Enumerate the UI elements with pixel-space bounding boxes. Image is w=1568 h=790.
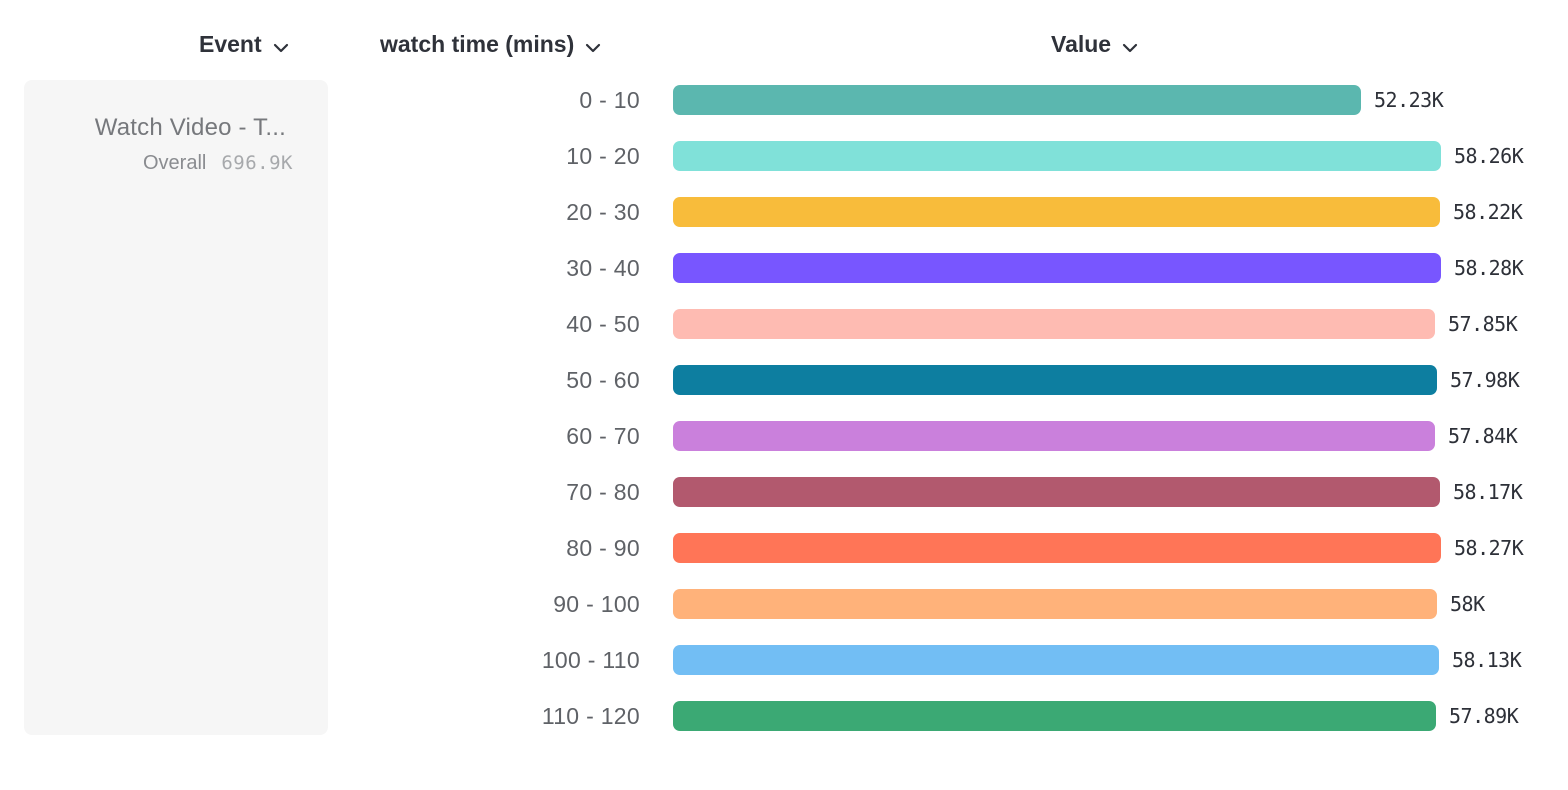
bar-track: 58.27K xyxy=(673,533,1524,563)
category-label: 20 - 30 xyxy=(566,198,640,225)
bar-value-label: 57.85K xyxy=(1448,312,1518,336)
bar-track: 58.17K xyxy=(673,477,1523,507)
event-overall-row: Overall 696.9K xyxy=(44,152,293,175)
category-label: 80 - 90 xyxy=(566,534,640,561)
bar-value-label: 58.26K xyxy=(1454,144,1524,168)
bar-segment[interactable] xyxy=(673,309,1435,339)
bar-row: 90 - 100 58K xyxy=(0,576,1568,632)
bar-value-label: 57.98K xyxy=(1450,368,1520,392)
category-label: 100 - 110 xyxy=(541,646,640,673)
event-column-dropdown[interactable]: Event xyxy=(199,29,289,59)
bar-segment[interactable] xyxy=(673,85,1361,115)
chevron-down-icon xyxy=(273,32,289,59)
bar-value-label: 58.27K xyxy=(1454,536,1524,560)
bar-segment[interactable] xyxy=(673,421,1435,451)
event-column-label: Event xyxy=(199,30,262,57)
value-column-label: Value xyxy=(1051,30,1112,57)
bar-track: 58.13K xyxy=(673,645,1522,675)
bar-track: 52.23K xyxy=(673,85,1444,115)
bar-row: 70 - 80 58.17K xyxy=(0,464,1568,520)
breakdown-column-dropdown[interactable]: watch time (mins) xyxy=(380,29,601,59)
category-label: 30 - 40 xyxy=(566,254,640,281)
category-label: 70 - 80 xyxy=(566,478,640,505)
category-label: 110 - 120 xyxy=(541,702,640,729)
bar-track: 58.26K xyxy=(673,141,1524,171)
category-label: 50 - 60 xyxy=(566,366,640,393)
bar-track: 57.98K xyxy=(673,365,1520,395)
bar-row: 0 - 10 52.23K xyxy=(0,72,1568,128)
category-label: 0 - 10 xyxy=(579,86,640,113)
category-label: 10 - 20 xyxy=(566,142,640,169)
breakdown-column-label: watch time (mins) xyxy=(380,30,575,57)
chevron-down-icon xyxy=(1122,32,1138,59)
overall-label: Overall xyxy=(143,152,207,174)
bar-segment[interactable] xyxy=(673,477,1440,507)
bar-row: 100 - 110 58.13K xyxy=(0,632,1568,688)
bar-track: 57.84K xyxy=(673,421,1518,451)
bar-row: 10 - 20 58.26K xyxy=(0,128,1568,184)
overall-value: 696.9K xyxy=(221,152,293,174)
bar-row: 110 - 120 57.89K xyxy=(0,688,1568,744)
bar-value-label: 58.17K xyxy=(1453,480,1523,504)
bar-track: 57.85K xyxy=(673,309,1518,339)
category-label: 90 - 100 xyxy=(553,590,640,617)
chevron-down-icon xyxy=(585,32,601,59)
bar-segment[interactable] xyxy=(673,365,1437,395)
event-title: Watch Video - T... xyxy=(94,114,286,141)
bar-value-label: 58.28K xyxy=(1454,256,1524,280)
category-label: 60 - 70 xyxy=(566,422,640,449)
bar-value-label: 57.84K xyxy=(1448,424,1518,448)
bar-segment[interactable] xyxy=(673,197,1440,227)
bar-segment[interactable] xyxy=(673,701,1436,731)
bar-value-label: 58.22K xyxy=(1453,200,1523,224)
bar-value-label: 58K xyxy=(1450,592,1485,616)
bar-track: 58K xyxy=(673,589,1485,619)
value-column-dropdown[interactable]: Value xyxy=(1051,29,1138,59)
bar-row: 30 - 40 58.28K xyxy=(0,240,1568,296)
bar-row: 80 - 90 58.27K xyxy=(0,520,1568,576)
bar-track: 57.89K xyxy=(673,701,1519,731)
bar-row: 20 - 30 58.22K xyxy=(0,184,1568,240)
bar-track: 58.28K xyxy=(673,253,1524,283)
bar-segment[interactable] xyxy=(673,533,1441,563)
bar-segment[interactable] xyxy=(673,253,1441,283)
bar-value-label: 52.23K xyxy=(1374,88,1444,112)
bar-row: 60 - 70 57.84K xyxy=(0,408,1568,464)
bar-row: 40 - 50 57.85K xyxy=(0,296,1568,352)
event-legend-card[interactable]: Watch Video - T... Overall 696.9K xyxy=(24,80,328,735)
bar-track: 58.22K xyxy=(673,197,1523,227)
bar-segment[interactable] xyxy=(673,645,1439,675)
bar-segment[interactable] xyxy=(673,589,1437,619)
bar-value-label: 57.89K xyxy=(1449,704,1519,728)
bar-value-label: 58.13K xyxy=(1452,648,1522,672)
bar-chart: 0 - 10 52.23K 10 - 20 58.26K 20 - 30 58.… xyxy=(0,72,1568,744)
bar-row: 50 - 60 57.98K xyxy=(0,352,1568,408)
category-label: 40 - 50 xyxy=(566,310,640,337)
bar-segment[interactable] xyxy=(673,141,1441,171)
